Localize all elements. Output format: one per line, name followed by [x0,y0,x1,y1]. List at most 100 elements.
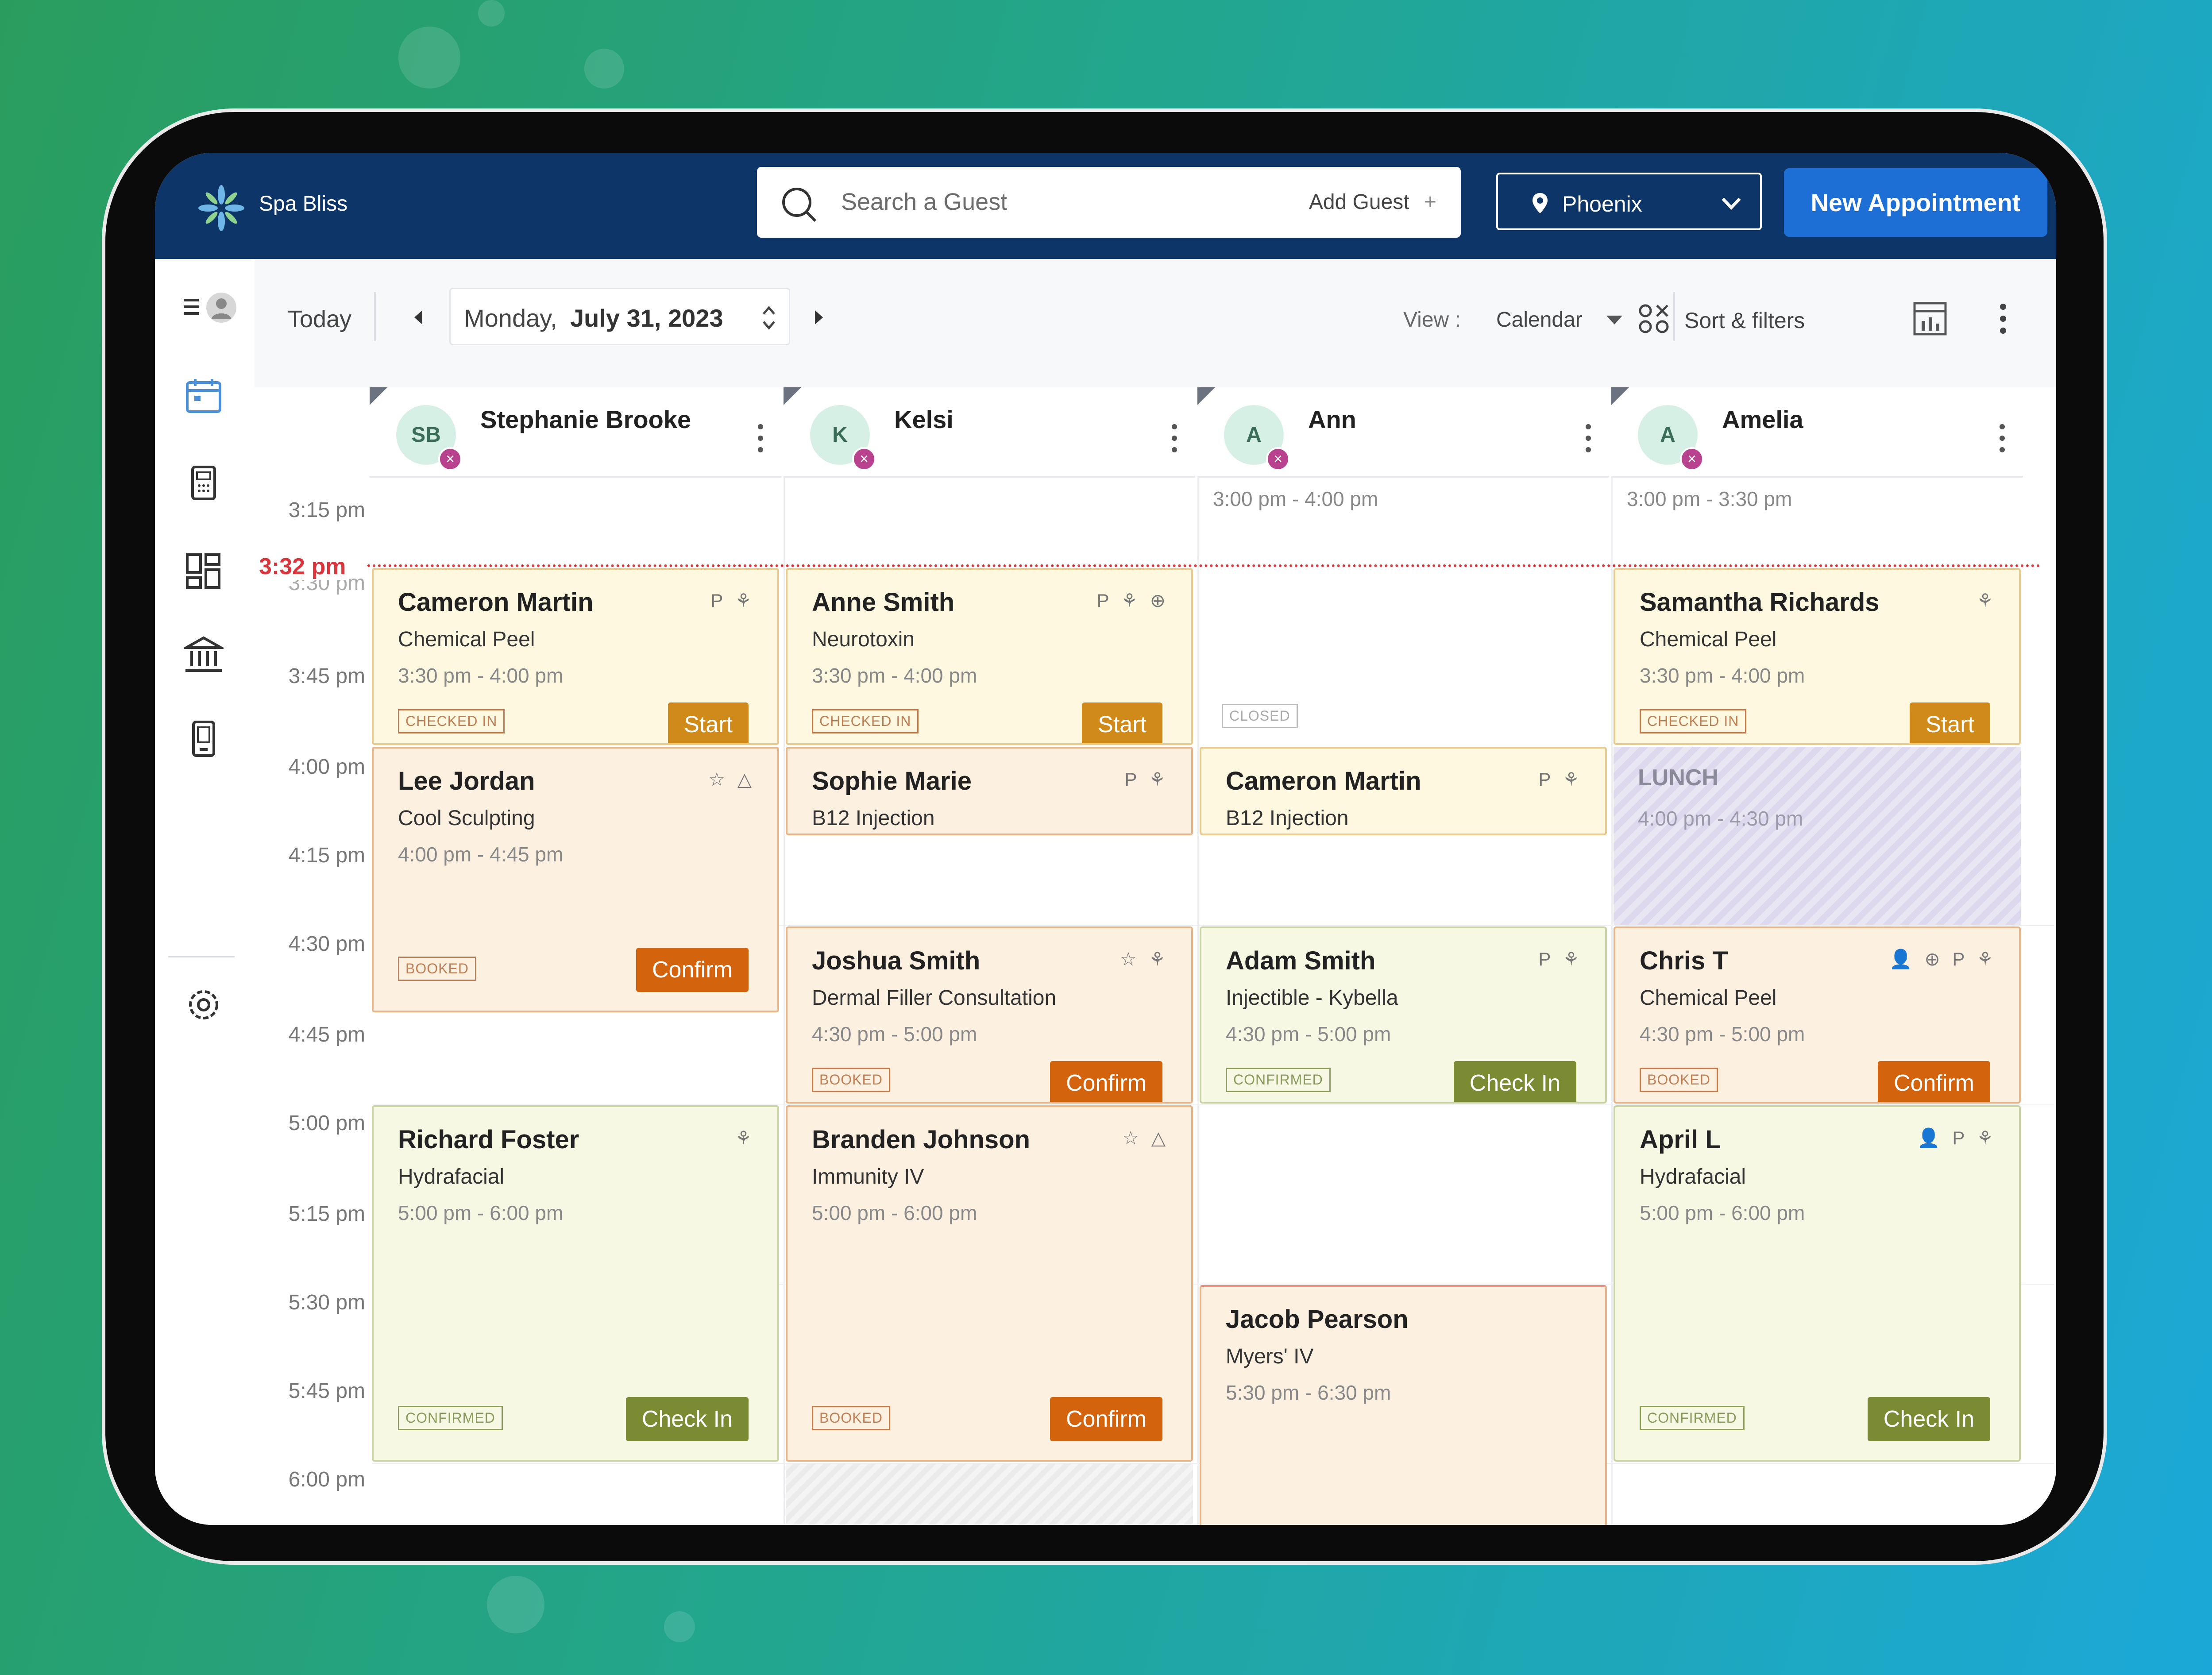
lunch-title: LUNCH [1638,765,1718,791]
unavailable-block [786,1464,1193,1525]
status-badge: BOOKED [398,957,476,981]
lunch-block: LUNCH 4:00 pm - 4:30 pm [1614,747,2021,925]
service-name: Chemical Peel [398,628,535,651]
view-dropdown-icon[interactable] [1605,313,1624,326]
time-label: 4:15 pm [288,844,365,867]
start-button[interactable]: Start [1082,702,1162,743]
background-dot [584,49,624,89]
start-button[interactable]: Start [668,702,749,743]
confirm-button[interactable]: Confirm [1050,1061,1162,1102]
new-appointment-button[interactable]: New Appointment [1784,168,2047,237]
appointment-flags-icon: P ⚘ [710,590,755,611]
client-name: Anne Smith [812,588,955,617]
provider-column-header[interactable]: A × Ann [1197,387,1609,478]
status-badge: CHECKED IN [1640,709,1747,733]
appointment-time: 4:30 pm - 5:00 pm [1226,1023,1391,1046]
remove-provider-icon[interactable]: × [1266,447,1290,471]
appointment-card[interactable]: Lee Jordan ☆ △ Cool Sculpting 4:00 pm - … [372,747,779,1012]
bank-icon[interactable] [184,635,224,675]
time-label: 6:00 pm [288,1468,365,1491]
appointment-card[interactable]: Samantha Richards ⚘ Chemical Peel 3:30 p… [1614,568,2021,745]
service-name: Immunity IV [812,1165,924,1189]
remove-provider-icon[interactable]: × [852,447,876,471]
service-name: Hydrafacial [398,1165,505,1189]
calendar-icon[interactable] [184,376,224,416]
provider-column-header[interactable]: SB × Stephanie Brooke [370,387,781,478]
remove-provider-icon[interactable]: × [438,447,462,471]
closed-badge: CLOSED [1222,704,1298,728]
client-name: Branden Johnson [812,1125,1031,1154]
provider-column-header[interactable]: K × Kelsi [784,387,1195,478]
check-in-button[interactable]: Check In [625,1397,749,1441]
search-input[interactable]: Search a Guest [841,189,1008,215]
today-button[interactable]: Today [288,306,352,332]
date-spinner-icon[interactable] [760,302,778,333]
start-button[interactable]: Start [1910,702,1990,743]
settings-gear-icon[interactable] [184,985,224,1025]
client-name: Joshua Smith [812,946,981,975]
service-name: Chemical Peel [1640,986,1777,1010]
status-badge: CONFIRMED [398,1406,503,1430]
view-select[interactable]: Calendar [1496,308,1583,332]
next-day-icon[interactable] [812,309,826,326]
appointment-card[interactable]: Joshua Smith ☆ ⚘ Dermal Filler Consultat… [786,926,1193,1104]
menu-profile-icon[interactable] [184,288,241,328]
report-chart-icon[interactable] [1910,299,1950,339]
column-menu-icon[interactable] [1583,421,1594,456]
service-name: Chemical Peel [1640,628,1777,651]
column-menu-icon[interactable] [755,421,766,456]
appointment-card[interactable]: Sophie Marie P ⚘ B12 Injection [786,747,1193,835]
column-menu-icon[interactable] [1169,421,1180,456]
confirm-button[interactable]: Confirm [636,948,749,992]
pos-terminal-icon[interactable] [184,463,224,502]
previous-day-icon[interactable] [412,309,425,326]
provider-name: Kelsi [894,405,954,433]
calendar-toolbar: Today Monday, July 31, 2023 View : Calen… [255,259,2056,387]
tablet-device-icon[interactable] [184,719,224,759]
dashboard-icon[interactable] [184,551,224,591]
appointment-card[interactable]: Cameron Martin P ⚘ B12 Injection [1200,747,1607,835]
appointment-card[interactable]: April L 👤 P ⚘ Hydrafacial 5:00 pm - 6:00… [1614,1105,2021,1462]
check-in-button[interactable]: Check In [1453,1061,1576,1102]
time-label: 3:15 pm [288,498,365,522]
status-badge: BOOKED [812,1068,890,1092]
guest-search-bar[interactable]: Search a Guest Add Guest + [757,167,1461,238]
column-divider [784,476,785,1525]
sidebar [155,259,256,1525]
provider-name: Ann [1308,405,1356,433]
confirm-button[interactable]: Confirm [1050,1397,1162,1441]
remove-provider-icon[interactable]: × [1680,447,1704,471]
provider-name: Stephanie Brooke [480,405,691,433]
appointment-card[interactable]: Branden Johnson ☆ △ Immunity IV 5:00 pm … [786,1105,1193,1462]
more-options-icon[interactable] [1996,299,2010,339]
client-name: April L [1640,1125,1721,1154]
appointment-card[interactable]: Cameron Martin P ⚘ Chemical Peel 3:30 pm… [372,568,779,745]
background-dot [664,1611,695,1642]
client-name: Sophie Marie [812,767,972,795]
appointment-flags-icon: P ⚘ [1538,769,1583,790]
appointment-card[interactable]: Jacob Pearson Myers' IV 5:30 pm - 6:30 p… [1200,1285,1607,1525]
appointment-flags-icon: ⚘ [735,1127,755,1148]
sort-filter-icon[interactable] [1636,301,1671,336]
appointment-time: 4:00 pm - 4:45 pm [398,843,564,866]
time-label: 5:30 pm [288,1291,365,1314]
appointment-card[interactable]: Chris T 👤 ⊕ P ⚘ Chemical Peel 4:30 pm - … [1614,926,2021,1104]
column-menu-icon[interactable] [1997,421,2007,456]
confirm-button[interactable]: Confirm [1877,1061,1990,1102]
date-picker[interactable]: Monday, July 31, 2023 [449,288,790,345]
appointment-card[interactable]: Richard Foster ⚘ Hydrafacial 5:00 pm - 6… [372,1105,779,1462]
service-name: B12 Injection [812,807,935,830]
provider-column-header[interactable]: A × Amelia [1611,387,2023,478]
column-corner-marker [1611,387,1629,405]
location-select[interactable]: Phoenix [1496,173,1762,230]
appointment-time: 5:30 pm - 6:30 pm [1226,1381,1391,1404]
check-in-button[interactable]: Check In [1867,1397,1990,1441]
service-name: Dermal Filler Consultation [812,986,1057,1010]
appointment-flags-icon: P ⚘ ⊕ [1096,590,1169,611]
sort-filters-button[interactable]: Sort & filters [1684,308,1805,333]
appointment-card[interactable]: Anne Smith P ⚘ ⊕ Neurotoxin 3:30 pm - 4:… [786,568,1193,745]
appointment-card[interactable]: Adam Smith P ⚘ Injectible - Kybella 4:30… [1200,926,1607,1104]
service-name: Neurotoxin [812,628,915,651]
appointment-time: 4:30 pm - 5:00 pm [1640,1023,1805,1046]
add-guest-button[interactable]: Add Guest + [1309,190,1436,214]
